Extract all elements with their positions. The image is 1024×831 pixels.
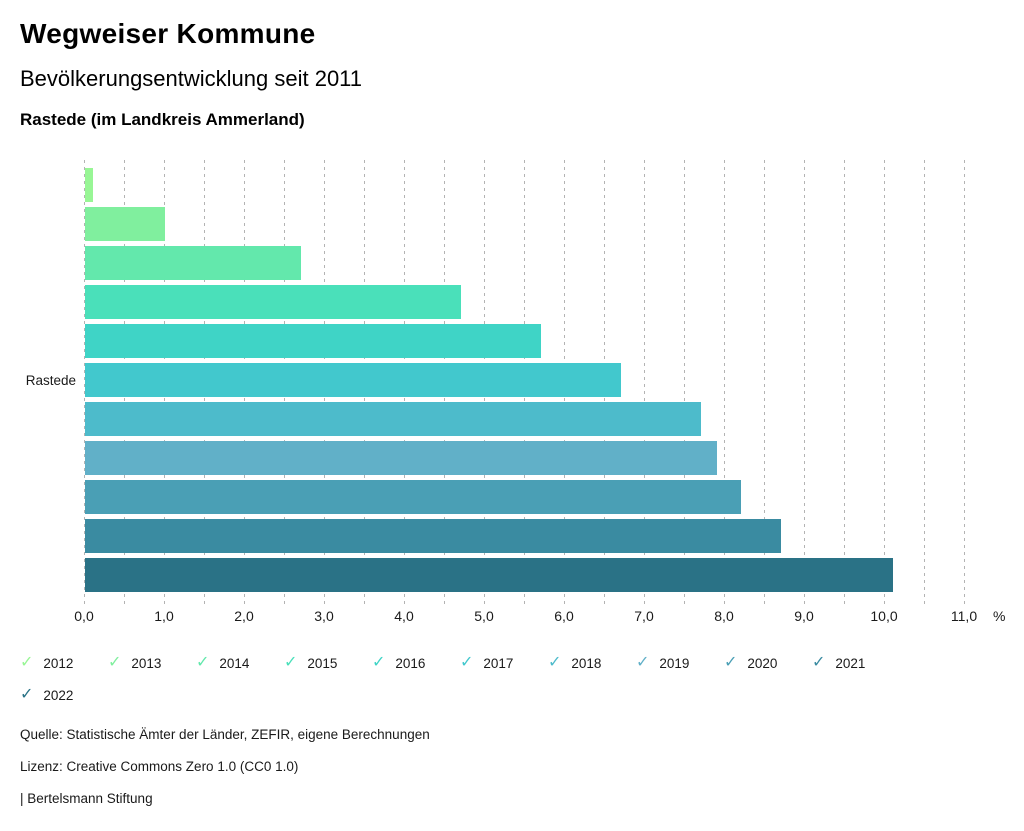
license-note: Lizenz: Creative Commons Zero 1.0 (CC0 1… [20, 759, 299, 774]
legend-check-icon: ✓ [372, 654, 386, 671]
legend-year-label: 2018 [571, 655, 602, 671]
x-tick-label: 6,0 [554, 608, 574, 624]
legend-year-label: 2021 [835, 655, 866, 671]
legend-year-label: 2017 [483, 655, 514, 671]
x-tick-label: 1,0 [154, 608, 174, 624]
bar-2016[interactable] [85, 324, 541, 358]
legend-item-2016[interactable]: ✓ 2016 [372, 653, 460, 673]
x-tick-label: 11,0 [950, 608, 978, 624]
legend-year-label: 2019 [659, 655, 690, 671]
attribution-note: | Bertelsmann Stiftung [20, 791, 153, 806]
legend-item-2013[interactable]: ✓ 2013 [108, 653, 196, 673]
legend-year-label: 2013 [131, 655, 162, 671]
gridline [924, 160, 925, 605]
gridline [644, 160, 645, 605]
gridline [84, 160, 85, 605]
legend-check-icon: ✓ [724, 654, 738, 671]
legend-year-label: 2016 [395, 655, 426, 671]
x-tick-label: 7,0 [634, 608, 654, 624]
legend-check-icon: ✓ [636, 654, 650, 671]
bar-2022[interactable] [85, 558, 893, 592]
gridline [684, 160, 685, 605]
legend-check-icon: ✓ [548, 654, 562, 671]
bar-2013[interactable] [85, 207, 165, 241]
bar-2012[interactable] [85, 168, 93, 202]
x-tick-label: 0,0 [74, 608, 94, 624]
legend-item-2015[interactable]: ✓ 2015 [284, 653, 372, 673]
bar-2019[interactable] [85, 441, 717, 475]
x-tick-label: 5,0 [474, 608, 494, 624]
legend-check-icon: ✓ [812, 654, 826, 671]
legend-item-2018[interactable]: ✓ 2018 [548, 653, 636, 673]
bar-2020[interactable] [85, 480, 741, 514]
x-axis-unit-label: % [993, 608, 1006, 624]
chart-footer: Quelle: Statistische Ämter der Länder, Z… [20, 727, 430, 823]
legend-item-2020[interactable]: ✓ 2020 [724, 653, 812, 673]
legend-check-icon: ✓ [20, 686, 34, 703]
plot-area [84, 160, 1014, 605]
legend-item-2014[interactable]: ✓ 2014 [196, 653, 284, 673]
legend-check-icon: ✓ [460, 654, 474, 671]
legend-year-label: 2012 [43, 655, 74, 671]
bar-2014[interactable] [85, 246, 301, 280]
x-tick-label: 3,0 [314, 608, 334, 624]
bar-2015[interactable] [85, 285, 461, 319]
gridline [724, 160, 725, 605]
app-title: Wegweiser Kommune [20, 18, 316, 49]
legend-check-icon: ✓ [20, 654, 34, 671]
x-tick-label: 8,0 [714, 608, 734, 624]
x-tick-label: 2,0 [234, 608, 254, 624]
legend-check-icon: ✓ [284, 654, 298, 671]
x-tick-label: 10,0 [870, 608, 898, 624]
x-tick-label: 9,0 [794, 608, 814, 624]
legend: ✓ 2012 ✓ 2013 ✓ 2014 ✓ 2015 ✓ 2016 ✓ 2017 ✓ 2018 ✓ 2019… [20, 653, 916, 705]
legend-item-2012[interactable]: ✓ 2012 [20, 653, 108, 673]
chart-header: Wegweiser Kommune Bevölkerungsentwicklun… [20, 18, 362, 130]
source-note: Quelle: Statistische Ämter der Länder, Z… [20, 727, 430, 742]
region-subtitle: Rastede (im Landkreis Ammerland) [20, 110, 305, 129]
gridline [804, 160, 805, 605]
bar-chart: Rastede 0,0 1,0 2,0 3,0 4,0 5,0 6,0 7,0 8,0 9,0 10… [20, 160, 1020, 630]
gridline [844, 160, 845, 605]
bar-2021[interactable] [85, 519, 781, 553]
legend-year-label: 2022 [43, 687, 74, 703]
bar-2017[interactable] [85, 363, 621, 397]
legend-year-label: 2014 [219, 655, 250, 671]
legend-check-icon: ✓ [196, 654, 210, 671]
legend-year-label: 2015 [307, 655, 338, 671]
x-tick-label: 4,0 [394, 608, 414, 624]
gridline [964, 160, 965, 605]
legend-item-2019[interactable]: ✓ 2019 [636, 653, 724, 673]
gridline [764, 160, 765, 605]
legend-check-icon: ✓ [108, 654, 122, 671]
chart-title: Bevölkerungsentwicklung seit 2011 [20, 66, 363, 91]
legend-item-2022[interactable]: ✓ 2022 [20, 685, 108, 705]
bar-2018[interactable] [85, 402, 701, 436]
y-axis-category-label: Rastede [25, 372, 76, 388]
legend-item-2021[interactable]: ✓ 2021 [812, 653, 900, 673]
x-axis: 0,0 1,0 2,0 3,0 4,0 5,0 6,0 7,0 8,0 9,0 10,0 11,0% [74, 608, 1024, 628]
legend-item-2017[interactable]: ✓ 2017 [460, 653, 548, 673]
gridline [884, 160, 885, 605]
legend-year-label: 2020 [747, 655, 778, 671]
